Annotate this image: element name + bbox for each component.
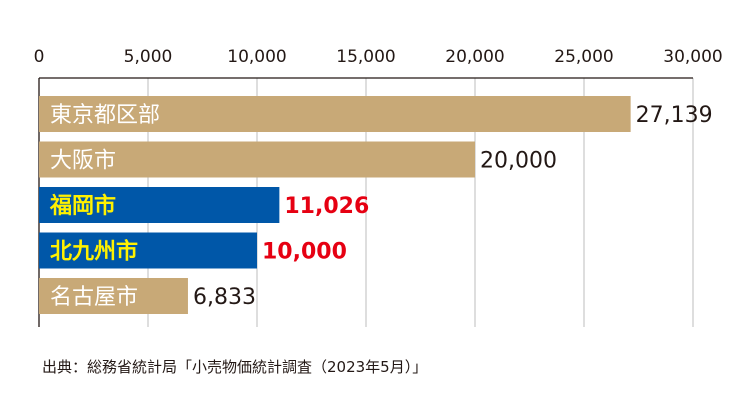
bar <box>39 187 280 223</box>
x-tick-label: 5,000 <box>124 47 173 67</box>
x-tick-label: 10,000 <box>227 47 286 67</box>
bar-value-label: 11,026 <box>284 194 369 219</box>
bar-category-label: 大阪市 <box>50 149 116 174</box>
bar-category-label: 北九州市 <box>50 239 138 265</box>
x-tick-label: 25,000 <box>554 47 613 67</box>
bar-value-label: 20,000 <box>480 149 557 174</box>
bar-value-label: 6,833 <box>193 285 256 310</box>
bar-category-label: 東京都区部 <box>50 103 160 128</box>
bar-value-label: 10,000 <box>262 240 347 265</box>
bar <box>39 96 631 132</box>
source-note: 出典：総務省統計局「小売物価統計調査（2023年5月）」 <box>42 358 428 376</box>
bar <box>39 278 188 314</box>
x-tick-label: 30,000 <box>663 47 722 67</box>
bar-category-label: 福岡市 <box>49 193 116 219</box>
bar-value-label: 27,139 <box>636 103 713 128</box>
x-tick-label: 20,000 <box>445 47 504 67</box>
x-tick-label: 15,000 <box>336 47 395 67</box>
x-tick-label: 0 <box>34 47 45 67</box>
bar-category-label: 名古屋市 <box>50 285 138 310</box>
bar <box>39 141 475 178</box>
bar <box>39 232 257 269</box>
